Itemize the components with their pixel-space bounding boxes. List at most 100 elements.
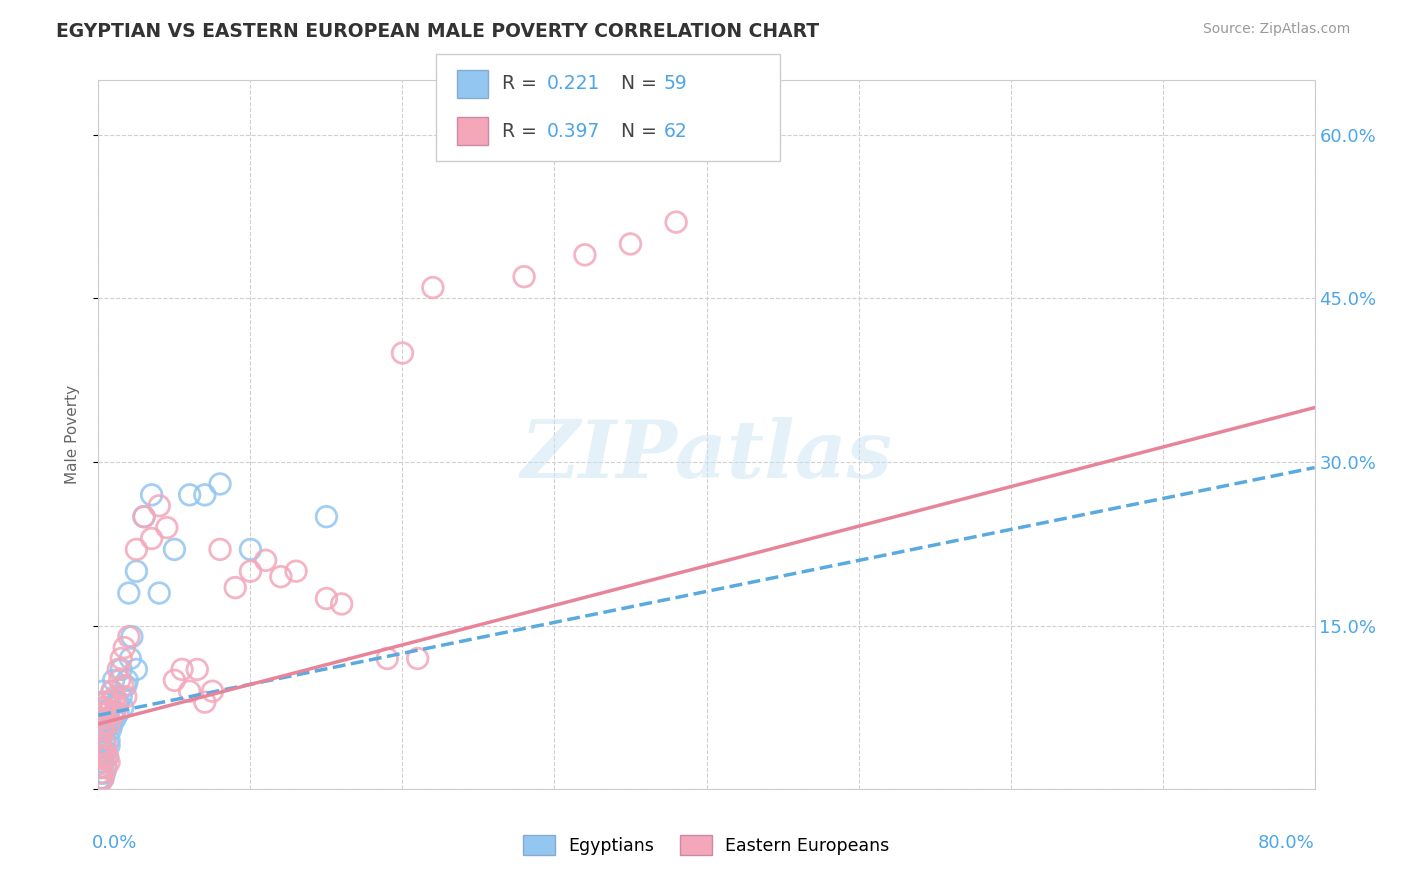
Point — [148, 499, 170, 513]
Point — [107, 706, 129, 720]
Point — [93, 712, 115, 726]
Point — [111, 679, 134, 693]
Point — [91, 755, 114, 769]
Point — [91, 744, 114, 758]
Point — [163, 542, 186, 557]
Text: Source: ZipAtlas.com: Source: ZipAtlas.com — [1202, 22, 1350, 37]
Point — [91, 723, 114, 737]
Point — [98, 755, 121, 769]
Point — [94, 761, 117, 775]
Point — [315, 509, 337, 524]
Point — [103, 673, 125, 688]
Point — [132, 509, 155, 524]
Point — [98, 717, 121, 731]
Point — [194, 695, 217, 709]
Point — [114, 679, 136, 693]
Point — [96, 749, 118, 764]
Point — [619, 236, 641, 251]
Point — [98, 717, 121, 731]
Point — [179, 684, 201, 698]
Point — [209, 477, 232, 491]
Point — [285, 564, 308, 578]
Point — [89, 706, 111, 720]
Point — [270, 570, 292, 584]
Point — [89, 728, 111, 742]
Point — [91, 684, 114, 698]
Point — [148, 586, 170, 600]
Point — [104, 690, 127, 704]
Point — [141, 488, 163, 502]
Point — [110, 690, 132, 704]
Text: 80.0%: 80.0% — [1258, 834, 1315, 852]
Point — [209, 542, 232, 557]
Point — [375, 651, 398, 665]
Point — [513, 269, 536, 284]
Text: R =: R = — [502, 74, 543, 94]
Point — [89, 749, 111, 764]
Point — [94, 739, 117, 753]
Point — [90, 755, 112, 769]
Point — [141, 532, 163, 546]
Point — [100, 723, 122, 737]
Point — [93, 766, 115, 780]
Point — [132, 509, 155, 524]
Point — [101, 684, 124, 698]
Point — [105, 700, 128, 714]
Point — [90, 766, 112, 780]
Point — [125, 662, 148, 676]
Text: N =: N = — [621, 74, 664, 94]
Point — [98, 733, 121, 747]
Point — [179, 488, 201, 502]
Point — [91, 744, 114, 758]
Point — [121, 630, 143, 644]
Point — [201, 684, 224, 698]
Text: 62: 62 — [664, 121, 688, 141]
Point — [100, 700, 122, 714]
Point — [90, 739, 112, 753]
Legend: Egyptians, Eastern Europeans: Egyptians, Eastern Europeans — [516, 829, 897, 863]
Point — [315, 591, 337, 606]
Point — [163, 673, 186, 688]
Point — [90, 772, 112, 786]
Point — [89, 772, 111, 786]
Point — [91, 772, 114, 786]
Point — [89, 766, 111, 780]
Point — [254, 553, 277, 567]
Point — [110, 651, 132, 665]
Text: EGYPTIAN VS EASTERN EUROPEAN MALE POVERTY CORRELATION CHART: EGYPTIAN VS EASTERN EUROPEAN MALE POVERT… — [56, 22, 820, 41]
Point — [91, 700, 114, 714]
Point — [93, 749, 115, 764]
Point — [117, 673, 139, 688]
Point — [93, 733, 115, 747]
Point — [90, 761, 112, 775]
Point — [89, 744, 111, 758]
Point — [125, 542, 148, 557]
Text: 0.397: 0.397 — [547, 121, 600, 141]
Point — [330, 597, 353, 611]
Point — [96, 717, 118, 731]
Point — [111, 700, 134, 714]
Point — [186, 662, 208, 676]
Point — [94, 695, 117, 709]
Text: 59: 59 — [664, 74, 688, 94]
Point — [105, 695, 128, 709]
Point — [107, 695, 129, 709]
Text: R =: R = — [502, 121, 543, 141]
Point — [89, 728, 111, 742]
Point — [118, 630, 141, 644]
Point — [114, 690, 136, 704]
Point — [574, 248, 596, 262]
Point — [103, 712, 125, 726]
Text: N =: N = — [621, 121, 664, 141]
Text: 0.0%: 0.0% — [91, 834, 136, 852]
Point — [422, 280, 444, 294]
Point — [194, 488, 217, 502]
Point — [107, 662, 129, 676]
Point — [170, 662, 193, 676]
Point — [103, 706, 125, 720]
Point — [89, 777, 111, 791]
Point — [101, 717, 124, 731]
Point — [91, 749, 114, 764]
Y-axis label: Male Poverty: Male Poverty — [65, 385, 80, 484]
Point — [90, 712, 112, 726]
